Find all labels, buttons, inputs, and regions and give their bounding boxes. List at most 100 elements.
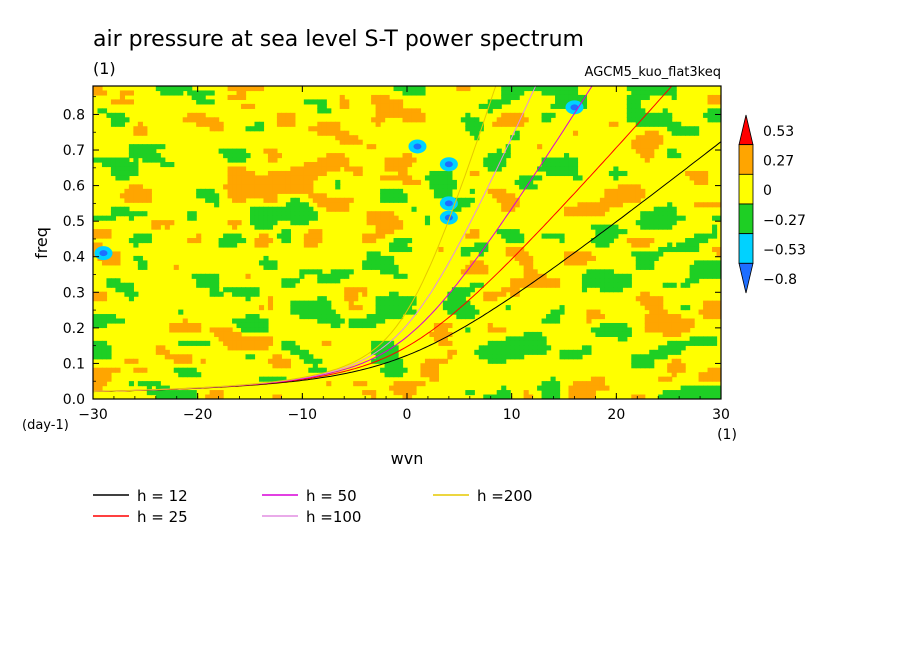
contour-cell	[218, 291, 224, 297]
contour-cell	[640, 90, 646, 96]
contour-cell	[523, 390, 529, 396]
contour-cell	[384, 255, 390, 261]
contour-cell	[245, 193, 251, 199]
contour-cell	[568, 349, 574, 355]
contour-cell	[398, 112, 404, 118]
contour-cell	[384, 175, 390, 181]
contour-cell	[128, 291, 134, 297]
contour-cell	[501, 327, 507, 333]
contour-cell	[451, 206, 457, 212]
contour-cell	[407, 162, 413, 168]
contour-cell	[267, 211, 274, 217]
contour-cell	[564, 170, 570, 177]
contour-cell	[285, 229, 291, 235]
contour-cell	[308, 215, 314, 221]
contour-cell	[241, 345, 247, 351]
contour-cell	[308, 206, 314, 212]
contour-cell	[227, 94, 233, 101]
contour-cell	[115, 166, 121, 172]
contour-cell	[218, 121, 224, 127]
contour-cell	[258, 305, 265, 311]
contour-cell	[335, 130, 341, 136]
contour-cell	[662, 215, 668, 221]
contour-cell	[474, 282, 480, 288]
colorbar-label: −0.27	[763, 213, 806, 229]
contour-cell	[254, 220, 260, 226]
contour-cell	[321, 170, 327, 177]
contour-cell	[649, 296, 655, 302]
contour-cell	[510, 86, 516, 92]
contour-cell	[227, 238, 233, 244]
contour-cell	[572, 251, 579, 257]
contour-cell	[532, 269, 538, 275]
contour-cell	[644, 157, 650, 163]
contour-cell	[276, 184, 282, 190]
contour-cell	[142, 211, 148, 217]
contour-cell	[505, 94, 511, 101]
contour-cell	[707, 394, 713, 399]
contour-cell	[685, 318, 691, 324]
contour-cell	[523, 331, 529, 337]
contour-cell	[640, 264, 646, 270]
contour-cell	[380, 264, 386, 270]
contour-cell	[151, 390, 157, 396]
contour-cell	[254, 314, 260, 320]
contour-cell	[196, 193, 202, 199]
contour-cell	[389, 166, 395, 172]
contour-cell	[649, 314, 655, 320]
contour-cell	[384, 340, 390, 346]
contour-cell	[631, 90, 637, 96]
contour-cell	[115, 99, 121, 105]
contour-cell	[146, 153, 152, 159]
contour-cell	[501, 197, 507, 203]
contour-cell	[223, 336, 229, 342]
contour-cell	[209, 287, 215, 293]
contour-cell	[137, 264, 143, 270]
contour-cell	[635, 242, 641, 248]
contour-cell	[487, 296, 493, 302]
contour-cell	[339, 197, 345, 203]
contour-cell	[263, 175, 269, 181]
contour-cell	[456, 197, 462, 203]
contour-cell	[97, 86, 103, 92]
contour-cell	[299, 188, 305, 194]
contour-cell	[353, 166, 359, 172]
contour-cell	[514, 287, 520, 293]
contour-cell	[671, 220, 677, 226]
colorbar-swatch	[738, 173, 754, 205]
contour-cell	[106, 318, 112, 324]
contour-cell	[330, 314, 336, 320]
contour-cell	[223, 287, 229, 293]
contour-cell	[380, 103, 386, 109]
contour-cell	[492, 162, 498, 168]
contour-cell	[667, 345, 673, 351]
contour-cell	[187, 112, 193, 118]
contour-cell	[519, 278, 525, 284]
contour-cell	[676, 130, 682, 136]
contour-cell	[586, 394, 592, 399]
contour-cell	[137, 238, 143, 244]
contour-cell	[101, 372, 108, 378]
contour-cell	[187, 322, 193, 329]
contour-cell	[662, 349, 668, 355]
contour-cell	[698, 175, 704, 181]
contour-cell	[546, 278, 552, 284]
contour-cell	[465, 86, 471, 92]
contour-cell	[362, 322, 368, 329]
contour-cell	[469, 188, 475, 194]
contour-cell	[398, 166, 404, 172]
contour-cell	[505, 394, 511, 399]
contour-cell	[380, 224, 386, 230]
contour-cell	[250, 220, 256, 226]
contour-cell	[532, 175, 538, 181]
contour-cell	[321, 126, 327, 132]
contour-cell	[716, 390, 721, 396]
contour-cell	[622, 193, 628, 199]
contour-cell	[267, 184, 274, 190]
contour-cell	[398, 363, 404, 369]
contour-cell	[384, 300, 390, 306]
contour-cell	[635, 363, 641, 369]
contour-cell	[635, 144, 641, 150]
contour-cell	[514, 179, 520, 185]
contour-cell	[510, 251, 516, 257]
